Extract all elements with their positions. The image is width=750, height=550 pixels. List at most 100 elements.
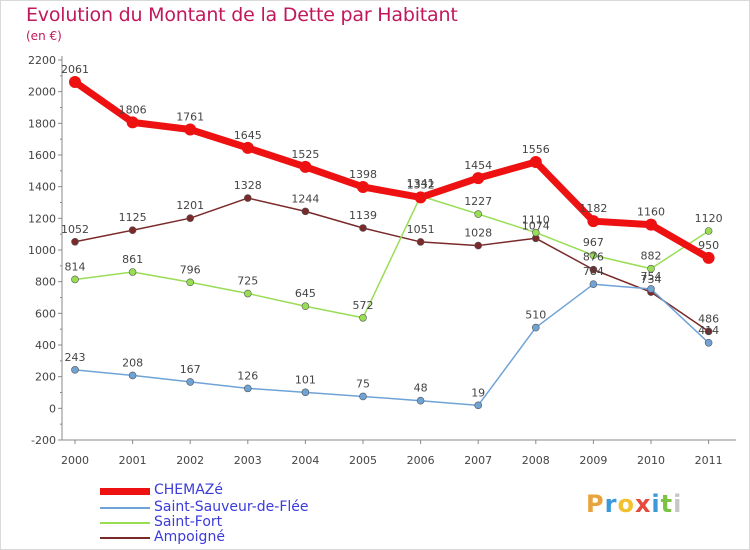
data-label-1: 243 [65,351,86,364]
data-label-2: 725 [237,275,258,288]
data-label-2: 814 [65,260,86,273]
x-tick-label: 2000 [61,454,89,467]
logo-letter: r [604,490,618,518]
x-tick-label: 2002 [176,454,204,467]
data-point-0 [126,116,139,129]
data-label-2: 645 [295,287,316,300]
y-tick-label: 1200 [28,212,56,225]
data-point-0 [241,141,254,154]
x-tick-label: 2007 [464,454,492,467]
y-tick-label: 200 [35,371,56,384]
data-label-0: 1398 [349,168,377,181]
data-label-3: 1328 [234,179,262,192]
data-label-0: 1645 [234,129,262,142]
legend-swatch-saint-fort [100,522,150,524]
data-point-2 [301,302,310,311]
series-line-2 [74,195,710,319]
data-label-0: 950 [698,239,719,252]
data-point-2 [704,227,713,235]
logo-letter: i [651,490,661,518]
chart-subtitle: (en €) [26,29,62,43]
data-point-2 [474,210,483,218]
y-tick-label: 600 [35,307,56,320]
data-label-1: 414 [698,324,719,337]
data-point-1 [416,396,425,405]
y-tick-label: 1800 [28,117,56,130]
data-label-3: 486 [698,312,719,325]
data-point-0 [645,218,657,231]
data-point-2 [531,228,540,237]
data-label-1: 126 [237,369,258,382]
data-point-1 [474,401,483,410]
data-label-3: 1139 [349,209,377,222]
x-tick-label: 2003 [234,454,262,467]
data-label-2: 796 [180,263,201,276]
legend-label-chemaze: CHEMAZé [154,482,224,498]
proxiti-logo: Proxiti [586,490,682,518]
data-point-2 [359,313,367,322]
data-label-2: 967 [583,236,604,249]
legend-swatch-chemaze [100,488,150,495]
series-line-0 [71,78,713,262]
data-label-3: 1028 [464,227,492,240]
y-tick-label: 1400 [28,181,56,194]
legend-swatch-ampoigne [100,537,150,539]
x-tick-label: 2004 [291,454,319,467]
data-point-1 [244,384,252,393]
data-point-3 [301,207,310,216]
data-point-3 [589,265,598,274]
y-tick-label: 0 [49,402,56,415]
data-label-3: 876 [583,251,604,264]
data-point-2 [186,278,194,287]
data-label-0: 1332 [407,178,435,191]
chart-title: Evolution du Montant de la Dette par Hab… [26,4,458,26]
y-tick-label: -200 [31,434,56,447]
data-point-0 [357,180,369,193]
data-point-0 [184,123,197,136]
x-tick-label: 2009 [579,454,607,467]
data-label-3: 1074 [522,219,550,232]
data-point-0 [529,155,542,168]
data-label-3: 1125 [119,211,147,224]
data-point-3 [128,226,137,235]
legend-label-ampoigne: Ampoigné [154,529,225,545]
data-label-2: 572 [353,299,374,312]
data-label-1: 754 [641,270,662,283]
data-label-0: 1182 [579,202,607,215]
data-point-3 [359,224,367,232]
data-label-3: 1201 [176,199,204,212]
data-label-3: 1052 [61,223,89,236]
data-label-1: 167 [180,363,201,376]
y-tick-label: 1600 [28,149,56,162]
logo-letter: o [617,490,635,518]
x-tick-label: 2005 [349,454,377,467]
data-label-3: 734 [641,273,662,286]
data-label-1: 19 [471,386,485,399]
data-point-3 [416,238,425,246]
x-tick-label: 2010 [637,454,665,467]
data-point-2 [244,289,252,298]
data-label-2: 1341 [407,177,435,190]
data-point-3 [704,327,713,336]
data-point-1 [186,378,194,386]
logo-letter: i [673,490,683,518]
logo-letter: x [634,490,652,518]
data-label-1: 208 [122,356,143,369]
logo-letter: P [586,490,605,518]
data-point-0 [69,76,81,89]
data-point-2 [71,275,79,284]
data-point-1 [301,388,310,397]
data-label-1: 75 [356,377,370,390]
y-tick-label: 800 [35,276,56,289]
series-line-3 [74,197,710,333]
y-tick-label: 2000 [28,86,56,99]
data-point-0 [299,160,312,173]
data-label-0: 1454 [464,159,492,172]
series-line-1 [74,283,710,407]
data-point-3 [71,237,79,246]
data-label-0: 1556 [522,143,550,156]
data-label-0: 2061 [61,63,89,76]
data-label-1: 48 [414,382,428,395]
data-point-0 [587,215,600,228]
